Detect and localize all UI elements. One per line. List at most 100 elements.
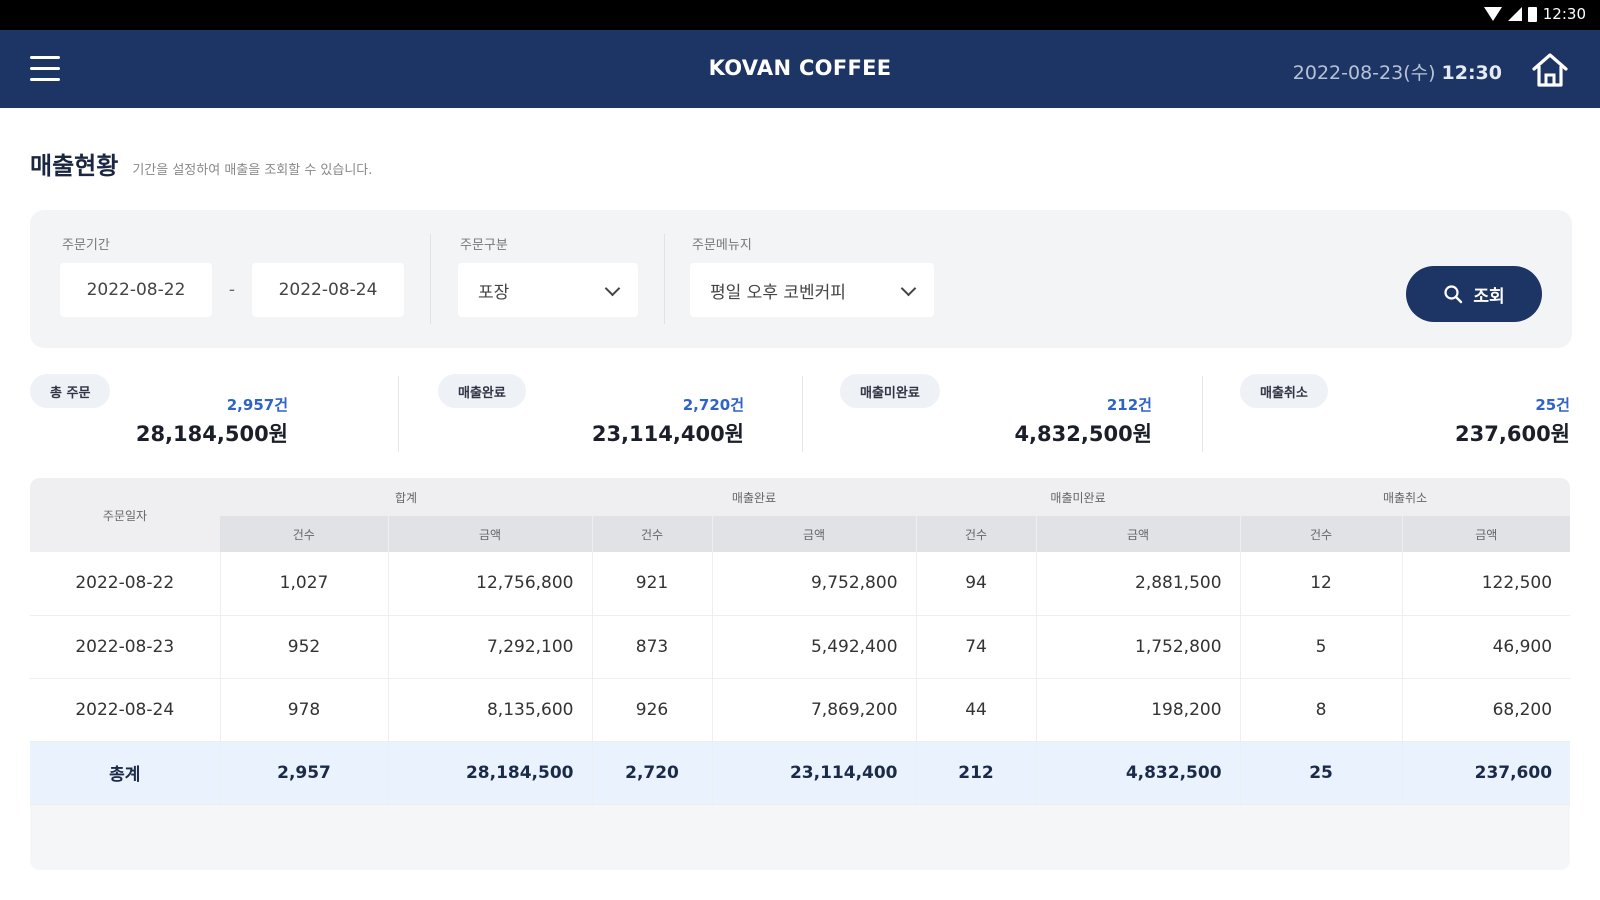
- table-cell: 8,135,600: [388, 678, 593, 742]
- header-group-cancel: 매출취소: [1240, 478, 1570, 516]
- summary-label: 매출미완료: [840, 374, 940, 408]
- table-cell: 212: [916, 741, 1037, 805]
- table-cell: 2,720: [592, 741, 713, 805]
- status-bar: 12:30: [0, 0, 1600, 30]
- header-time: 12:30: [1441, 62, 1502, 84]
- period-filter: 주문기간 2022-08-22 - 2022-08-24: [60, 234, 404, 317]
- header-count: 건수: [1240, 516, 1403, 552]
- summary-label: 총 주문: [30, 374, 111, 408]
- signal-icon: [1507, 7, 1522, 21]
- summary-divider: [802, 376, 803, 452]
- hamburger-icon: [30, 78, 60, 81]
- header-group-complete: 매출완료: [592, 478, 917, 516]
- menu-select-value: 평일 오후 코벤커피: [710, 282, 846, 303]
- table-cell: 237,600: [1402, 741, 1570, 805]
- summary-amount: 28,184,500원: [135, 422, 288, 446]
- table-cell: 1,752,800: [1036, 615, 1241, 679]
- page-title: 매출현황: [30, 152, 119, 180]
- type-label: 주문구분: [460, 238, 508, 253]
- chevron-down-icon: [604, 280, 621, 297]
- date-separator: -: [228, 280, 236, 300]
- table-cell: 7,869,200: [712, 678, 917, 742]
- header-amount: 금액: [388, 516, 593, 552]
- table-cell: 1,027: [220, 552, 389, 616]
- header-amount: 금액: [712, 516, 917, 552]
- summary-label: 매출취소: [1240, 374, 1328, 408]
- table-cell: 4,832,500: [1036, 741, 1241, 805]
- date-from-field[interactable]: 2022-08-22: [60, 263, 212, 317]
- table-cell: 198,200: [1036, 678, 1241, 742]
- table-cell: 7,292,100: [388, 615, 593, 679]
- home-button[interactable]: [1530, 50, 1570, 90]
- app-header: KOVAN COFFEE 2022-08-23(수) 12:30: [0, 30, 1600, 108]
- battery-icon: [1527, 6, 1537, 22]
- search-button[interactable]: 조회: [1406, 266, 1542, 322]
- filter-divider: [664, 234, 665, 324]
- table-cell: 68,200: [1402, 678, 1570, 742]
- search-icon: [1444, 285, 1463, 304]
- summary-sales-incomplete: 매출미완료 212건 4,832,500원: [840, 374, 1152, 452]
- status-icons: 12:30: [1483, 5, 1586, 23]
- menu-button[interactable]: [28, 52, 62, 86]
- table-cell: 122,500: [1402, 552, 1570, 616]
- summary-amount: 4,832,500원: [1014, 422, 1152, 446]
- summary-count: 2,720건: [682, 396, 744, 414]
- chevron-down-icon: [900, 280, 917, 297]
- table-cell: 74: [916, 615, 1037, 679]
- type-filter: 주문구분 포장: [458, 234, 638, 317]
- table-total-row: 총계 2,957 28,184,500 2,720 23,114,400 212…: [30, 741, 1570, 805]
- table-subheader-row: 건수 금액 건수 금액 건수 금액 건수 금액: [30, 516, 1570, 552]
- table-cell: 44: [916, 678, 1037, 742]
- filter-divider: [430, 234, 431, 324]
- period-label: 주문기간: [62, 238, 110, 253]
- header-amount: 금액: [1402, 516, 1570, 552]
- menu-filter: 주문메뉴지 평일 오후 코벤커피: [690, 234, 934, 317]
- home-icon: [1532, 53, 1568, 87]
- app-title: KOVAN COFFEE: [708, 56, 892, 80]
- table-cell: 9,752,800: [712, 552, 917, 616]
- sales-table: 주문일자 합계 매출완료 매출미완료 매출취소 건수 금액 건수 금액 건수 금…: [30, 478, 1570, 870]
- table-cell: 12,756,800: [388, 552, 593, 616]
- table-cell: 5: [1240, 615, 1403, 679]
- type-select-value: 포장: [478, 282, 510, 303]
- type-select[interactable]: 포장: [458, 263, 638, 317]
- table-cell: 921: [592, 552, 713, 616]
- header-amount: 금액: [1036, 516, 1241, 552]
- table-cell: 8: [1240, 678, 1403, 742]
- summary-divider: [1202, 376, 1203, 452]
- hamburger-icon: [30, 56, 60, 59]
- summary-sales-complete: 매출완료 2,720건 23,114,400원: [438, 374, 744, 452]
- header-count: 건수: [916, 516, 1037, 552]
- summary-label: 매출완료: [438, 374, 526, 408]
- page-heading: 매출현황 기간을 설정하여 매출을 조회할 수 있습니다.: [30, 146, 372, 181]
- status-time: 12:30: [1542, 5, 1586, 23]
- table-cell: 2,957: [220, 741, 389, 805]
- wifi-icon: [1483, 7, 1502, 21]
- menu-select[interactable]: 평일 오후 코벤커피: [690, 263, 934, 317]
- table-row: 2022-08-24 978 8,135,600 926 7,869,200 4…: [30, 678, 1570, 742]
- sales-table-grid: 주문일자 합계 매출완료 매출미완료 매출취소 건수 금액 건수 금액 건수 금…: [30, 478, 1570, 805]
- table-header-row: 주문일자 합계 매출완료 매출미완료 매출취소: [30, 478, 1570, 552]
- header-date: 2022-08-23(수): [1292, 62, 1436, 84]
- table-row: 2022-08-23 952 7,292,100 873 5,492,400 7…: [30, 615, 1570, 679]
- table-cell: 2,881,500: [1036, 552, 1241, 616]
- date-to-field[interactable]: 2022-08-24: [252, 263, 404, 317]
- summary-count: 2,957건: [226, 396, 288, 414]
- table-cell: 25: [1240, 741, 1403, 805]
- table-cell: 5,492,400: [712, 615, 917, 679]
- table-cell: 2022-08-23: [30, 615, 221, 679]
- table-cell: 23,114,400: [712, 741, 917, 805]
- hamburger-icon: [30, 67, 60, 70]
- table-cell: 2022-08-24: [30, 678, 221, 742]
- table-cell: 12: [1240, 552, 1403, 616]
- header-count: 건수: [592, 516, 713, 552]
- header-order-date: 주문일자: [30, 478, 220, 552]
- summary-amount: 23,114,400원: [591, 422, 744, 446]
- table-cell: 2022-08-22: [30, 552, 221, 616]
- summary-count: 212건: [1106, 396, 1152, 414]
- summary-amount: 237,600원: [1455, 422, 1570, 446]
- search-button-label: 조회: [1473, 286, 1505, 307]
- summary-count: 25건: [1535, 396, 1570, 414]
- table-cell: 978: [220, 678, 389, 742]
- page-subtitle: 기간을 설정하여 매출을 조회할 수 있습니다.: [132, 163, 373, 178]
